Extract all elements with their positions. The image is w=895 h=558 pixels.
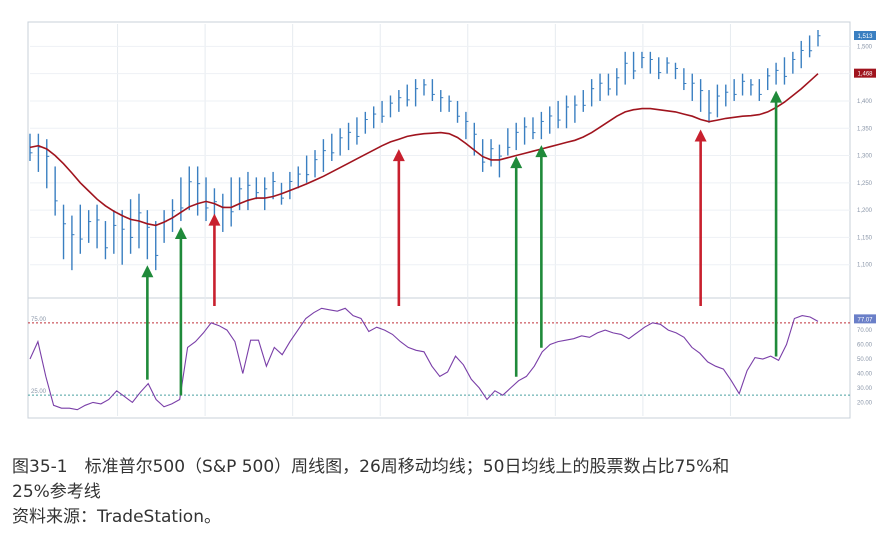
signal-arrow-head [535, 145, 548, 158]
reference-line-label: 75.00 [31, 317, 47, 323]
chart: 1,5001,4501,4001,3501,3001,2501,2001,150… [27, 21, 876, 419]
signal-arrow-head [208, 213, 221, 226]
last-price-tag [854, 31, 876, 40]
moving-average-tag [854, 68, 876, 78]
indicator-tick-label: 60.00 [857, 343, 873, 349]
moving-average [29, 73, 819, 227]
indicator-last-value-label: 77.07 [857, 317, 873, 323]
indicator-tick-label: 30.00 [857, 386, 873, 392]
moving-average-tag-label: 1,468 [857, 72, 873, 78]
signal-arrow-head [141, 265, 154, 278]
indicator-tick-label: 70.00 [857, 328, 873, 334]
indicator-tick-label: 20.00 [857, 400, 873, 406]
signal-arrows [141, 90, 783, 396]
price-tick-label: 1,400 [857, 99, 873, 105]
price-tick-label: 1,300 [857, 154, 873, 160]
price-tick-label: 1,250 [857, 181, 873, 187]
percent-above-ma-line [29, 307, 819, 411]
last-value-tags: 1,513 1,468 77.07 [854, 31, 876, 324]
chart-frame [27, 21, 851, 419]
indicator-last-value-tag [854, 314, 876, 324]
reference-lines: 75.00 25.00 [28, 317, 850, 396]
price-tick-label: 1,150 [857, 235, 873, 241]
moving-average-line [29, 73, 819, 227]
indicator-tick-label: 40.00 [857, 371, 873, 377]
figure-caption: 图35-1 标准普尔500（S&P 500）周线图，26周移动均线；50日均线上… [12, 455, 887, 530]
upper-price-axis: 1,5001,4501,4001,3501,3001,2501,2001,150… [857, 44, 873, 268]
price-tick-label: 1,350 [857, 126, 873, 132]
signal-arrow-head [694, 129, 707, 142]
lower-indicator-axis: 70.00 60.00 50.00 40.00 30.00 20.00 [857, 328, 873, 406]
signal-arrow-head [174, 227, 187, 240]
reference-line-label: 25.00 [31, 389, 47, 395]
last-price-tag-label: 1,513 [857, 34, 873, 40]
grid [30, 24, 850, 416]
caption-line-3: 资料来源：TradeStation。 [12, 507, 221, 527]
signal-arrow-head [510, 156, 523, 169]
price-bars [29, 30, 821, 271]
caption-line-1: 图35-1 标准普尔500（S&P 500）周线图，26周移动均线；50日均线上… [12, 457, 730, 477]
indicator-line [29, 307, 819, 411]
caption-line-2: 25%参考线 [12, 482, 101, 502]
signal-arrow-head [770, 90, 783, 103]
price-tick-label: 1,100 [857, 263, 873, 269]
signal-arrow-head [392, 149, 405, 162]
price-tick-label: 1,200 [857, 208, 873, 214]
price-tick-label: 1,500 [857, 44, 873, 50]
indicator-tick-label: 50.00 [857, 357, 873, 363]
